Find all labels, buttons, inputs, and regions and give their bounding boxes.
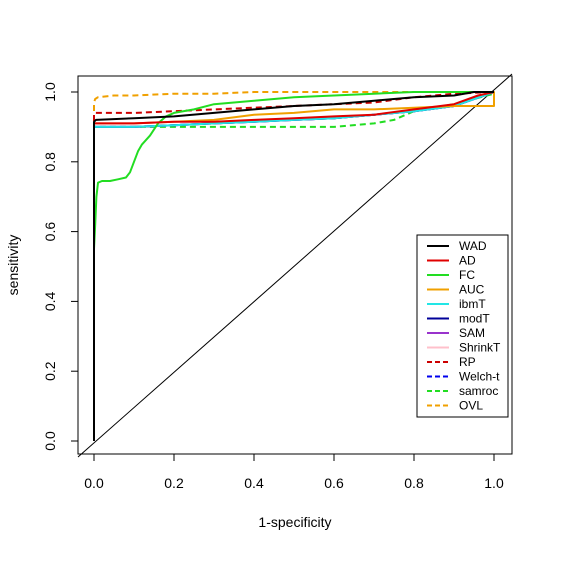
legend-label-ovl: OVL [459,399,483,413]
legend-label-auc: AUC [459,283,485,297]
series-layer [93,91,495,441]
legend-label-rp: RP [459,355,476,369]
series-line-ad [93,91,495,441]
legend-label-ad: AD [459,254,476,268]
y-tick-label: 0.8 [42,152,58,172]
y-tick-label: 0.0 [42,431,58,451]
legend-label-samroc: samroc [459,384,498,398]
x-axis: 0.0 0.2 0.4 0.6 0.8 1.0 [84,454,504,491]
y-axis: 0.0 0.2 0.4 0.6 0.8 1.0 [42,82,78,451]
y-tick-label: 0.2 [42,361,58,381]
legend-label-wad: WAD [459,239,487,253]
series-line-wad [93,91,494,441]
y-tick-label: 0.4 [42,291,58,311]
series-line-ibmt [93,91,495,441]
y-tick-label: 0.6 [42,222,58,242]
legend-label-welch-t: Welch-t [459,370,500,384]
x-tick-label: 0.0 [84,475,104,491]
x-axis-title: 1-specificity [258,514,331,530]
legend-label-ibmt: ibmT [459,297,486,311]
x-tick-label: 0.8 [404,475,424,491]
legend: WADADFCAUCibmTmodTSAMShrinkTRPWelch-tsam… [416,234,509,418]
legend-label-modt: modT [459,312,490,326]
legend-label-fc: FC [459,268,475,282]
diagonal-reference-layer [77,73,513,458]
series-line-ovl [93,91,494,441]
y-axis-title: sensitivity [5,235,21,296]
legend-label-sam: SAM [459,326,485,340]
x-tick-label: 1.0 [484,475,504,491]
diagonal-reference-line [77,73,513,458]
legend-label-shrinkt: ShrinkT [459,341,501,355]
series-line-fc [93,91,494,441]
x-tick-label: 0.4 [244,475,264,491]
legend-box [416,234,509,418]
x-tick-label: 0.6 [324,475,344,491]
plot-frame [77,75,513,455]
y-tick-label: 1.0 [42,82,58,102]
series-line-rp [93,91,495,441]
x-tick-label: 0.2 [164,475,184,491]
